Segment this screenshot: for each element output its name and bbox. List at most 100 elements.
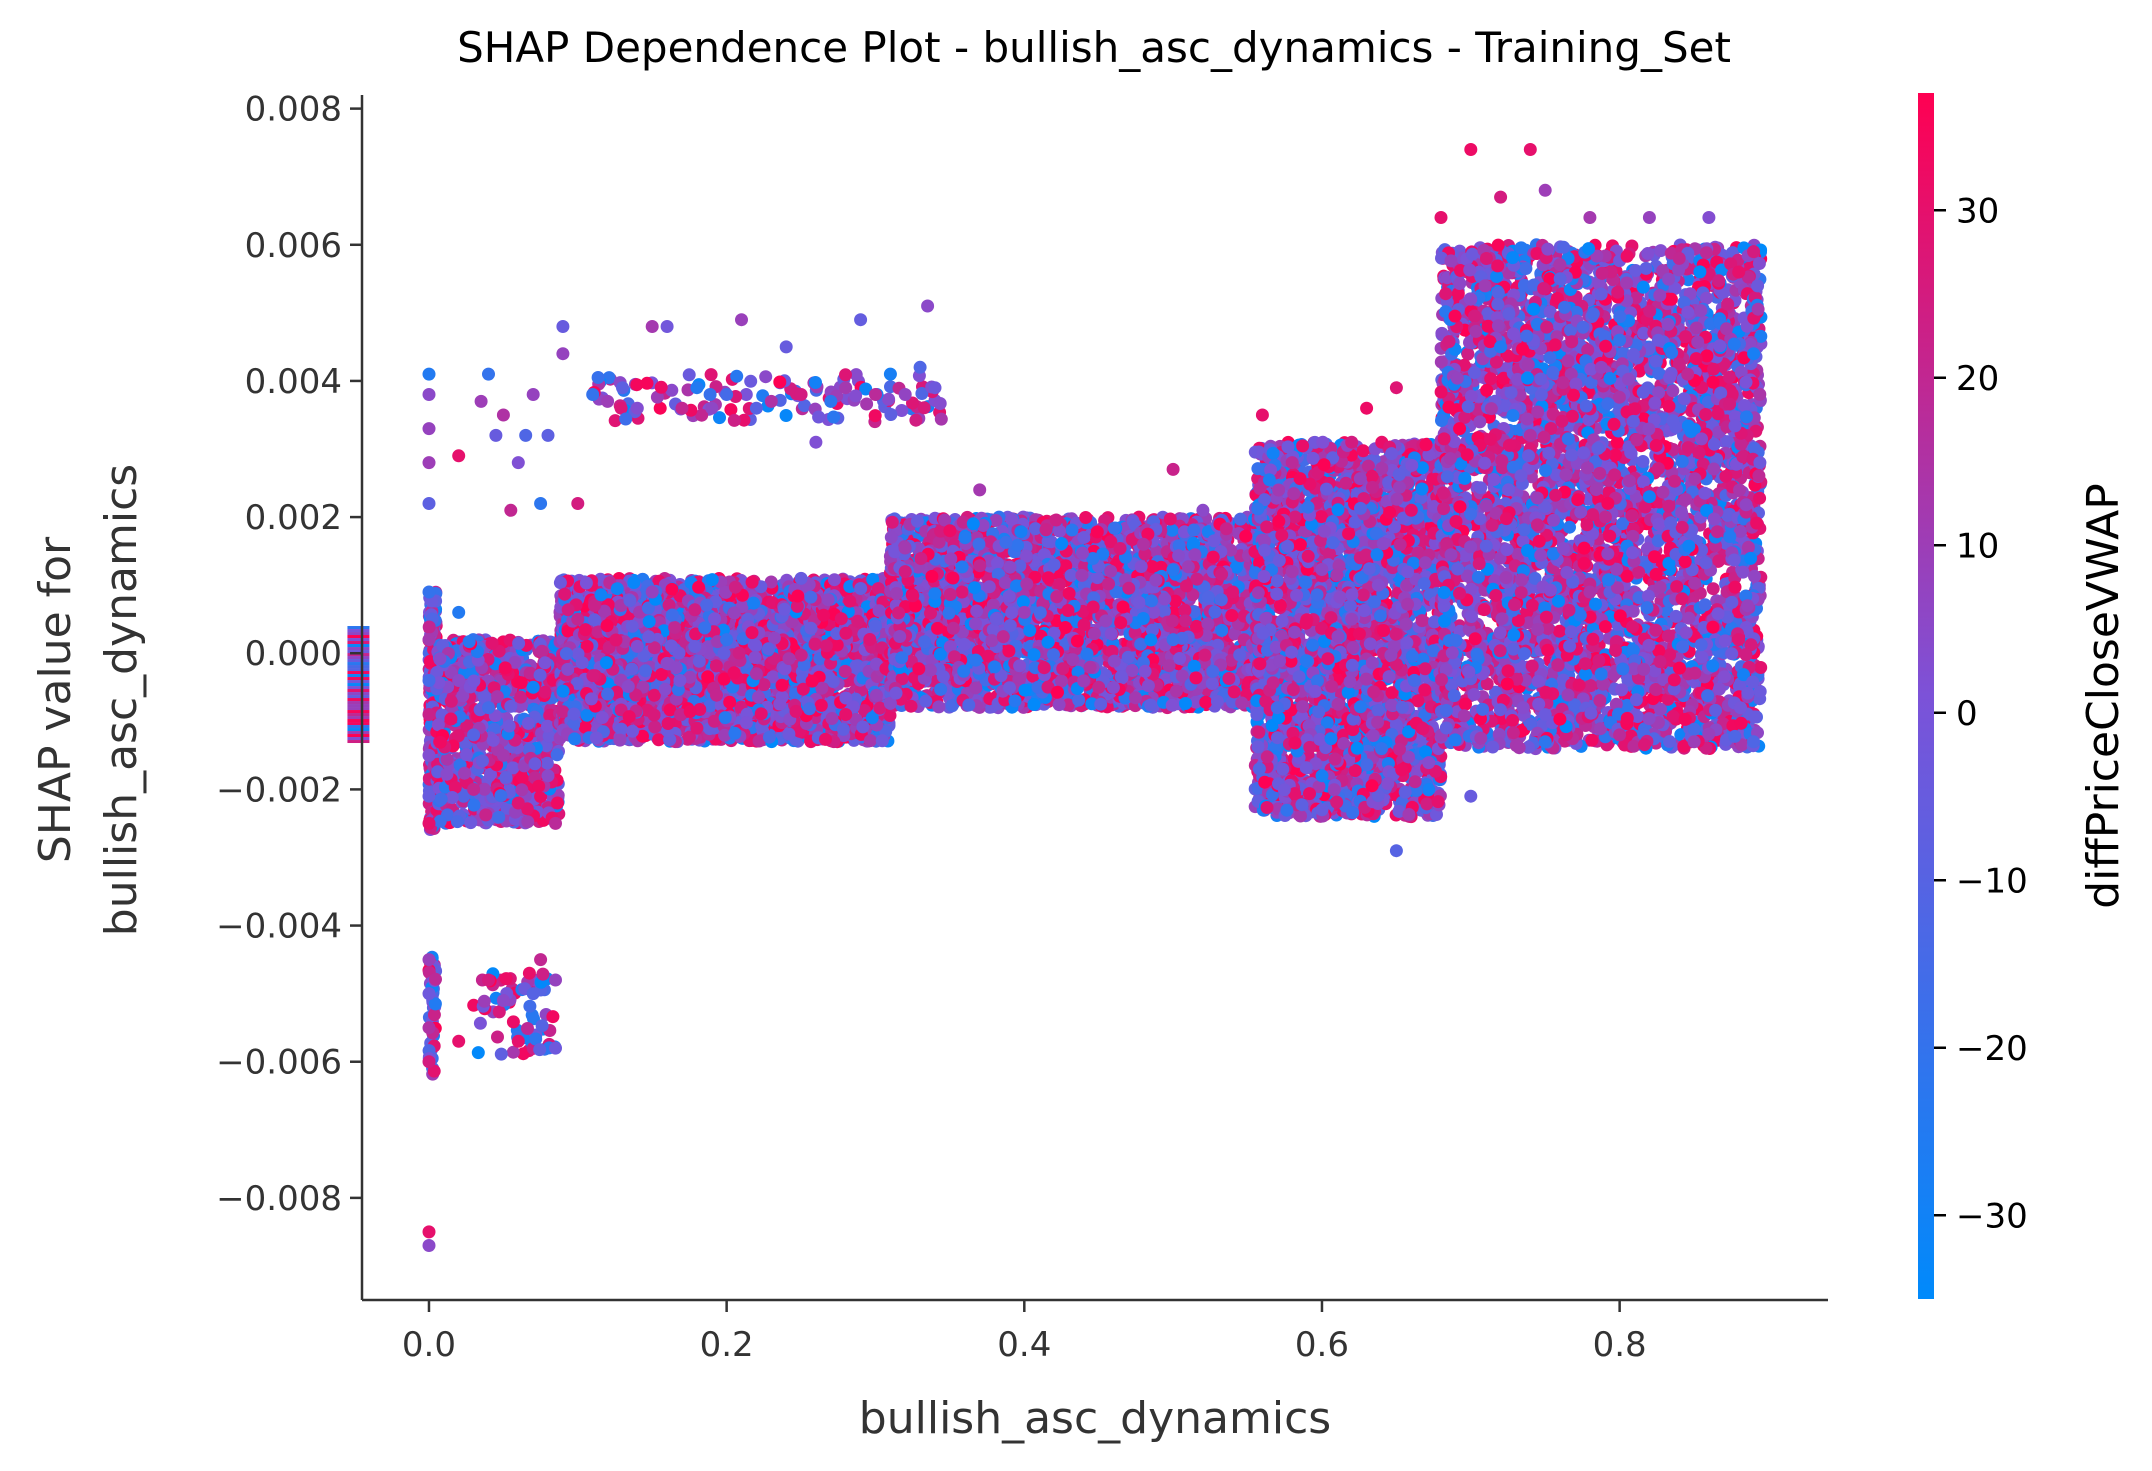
missing-band-strip bbox=[347, 713, 370, 717]
scatter-point bbox=[498, 661, 512, 675]
scatter-point bbox=[717, 646, 731, 660]
scatter-point bbox=[626, 724, 639, 738]
scatter-point bbox=[669, 661, 683, 675]
scatter-point bbox=[834, 612, 848, 626]
scatter-point bbox=[433, 652, 447, 666]
scatter-point bbox=[610, 582, 624, 596]
scatter-point bbox=[639, 664, 653, 678]
scatter-point bbox=[777, 602, 791, 616]
scatter-point bbox=[709, 659, 723, 673]
scatter-point bbox=[445, 791, 459, 804]
missing-band-strip bbox=[347, 707, 370, 711]
scatter-point bbox=[458, 766, 471, 780]
scatter-point bbox=[431, 718, 445, 732]
scatter-point bbox=[499, 771, 513, 784]
scatter-point bbox=[688, 640, 702, 653]
scatter-point bbox=[514, 676, 528, 690]
missing-band-strip bbox=[347, 650, 370, 654]
missing-band-strip bbox=[347, 659, 370, 663]
scatter-point bbox=[451, 729, 465, 743]
scatter-point bbox=[515, 770, 529, 784]
scatter-point bbox=[863, 633, 877, 646]
scatter-point bbox=[594, 588, 608, 602]
scatter-point bbox=[819, 732, 832, 746]
scatter-points bbox=[422, 143, 1768, 1252]
scatter-point bbox=[821, 593, 835, 607]
missing-band-strip bbox=[347, 701, 370, 705]
scatter-point bbox=[433, 735, 447, 749]
scatter-point bbox=[584, 692, 598, 706]
scatter-point bbox=[538, 685, 552, 699]
scatter-point bbox=[782, 652, 796, 666]
scatter-point bbox=[556, 684, 570, 698]
scatter-point bbox=[492, 810, 506, 824]
scatter-point bbox=[502, 719, 516, 733]
scatter-point bbox=[621, 680, 635, 693]
scatter-point bbox=[728, 580, 742, 594]
scatter-point bbox=[625, 662, 639, 676]
scatter-point bbox=[559, 647, 573, 661]
scatter-point bbox=[701, 670, 715, 684]
scatter-point bbox=[700, 598, 714, 612]
scatter-point bbox=[433, 814, 447, 828]
scatter-point bbox=[541, 719, 554, 733]
scatter-point bbox=[854, 582, 868, 595]
plot-area bbox=[347, 143, 1768, 1252]
missing-band-strip bbox=[347, 683, 370, 687]
scatter-point bbox=[623, 594, 637, 608]
missing-band-strip bbox=[347, 680, 370, 684]
missing-band-strip bbox=[347, 656, 370, 660]
scatter-point bbox=[506, 761, 520, 775]
scatter-point bbox=[514, 690, 528, 704]
scatter-point bbox=[647, 708, 661, 722]
scatter-point bbox=[748, 651, 762, 664]
missing-band-strip bbox=[347, 731, 370, 735]
scatter-point bbox=[727, 666, 741, 680]
scatter-point bbox=[467, 674, 481, 688]
scatter-point bbox=[754, 707, 768, 721]
scatter-point bbox=[578, 623, 592, 637]
scatter-point bbox=[535, 644, 549, 658]
scatter-point bbox=[534, 790, 548, 803]
scatter-point bbox=[804, 621, 818, 635]
missing-band-strip bbox=[347, 626, 370, 630]
missing-band-strip bbox=[347, 632, 370, 636]
scatter-point bbox=[875, 734, 889, 748]
scatter-point bbox=[571, 647, 585, 661]
scatter-point bbox=[668, 621, 682, 634]
scatter-point bbox=[728, 726, 742, 740]
scatter-point bbox=[521, 815, 535, 829]
scatter-point bbox=[863, 734, 877, 748]
missing-band-strip bbox=[347, 677, 370, 681]
scatter-point bbox=[708, 612, 722, 626]
scatter-point bbox=[817, 608, 831, 622]
scatter-point bbox=[647, 688, 661, 702]
scatter-point bbox=[561, 603, 575, 617]
scatter-point bbox=[567, 707, 581, 721]
missing-band-strip bbox=[347, 689, 370, 693]
missing-band-strip bbox=[347, 665, 370, 669]
scatter-point bbox=[665, 608, 679, 622]
scatter-point bbox=[710, 688, 723, 702]
scatter-point bbox=[444, 712, 458, 726]
missing-band-strip bbox=[347, 638, 370, 642]
scatter-point bbox=[444, 694, 458, 708]
scatter-point bbox=[490, 690, 504, 704]
scatter-point bbox=[457, 789, 471, 803]
scatter-point bbox=[479, 808, 493, 822]
scatter-point bbox=[627, 576, 641, 589]
scatter-point bbox=[727, 606, 741, 620]
scatter-point bbox=[814, 698, 828, 712]
scatter-point bbox=[642, 630, 656, 644]
scatter-point bbox=[794, 648, 808, 662]
scatter-point bbox=[827, 573, 841, 587]
scatter-point bbox=[440, 767, 454, 781]
missing-band-strip bbox=[347, 653, 370, 657]
scatter-point bbox=[538, 656, 552, 670]
scatter-point bbox=[856, 720, 870, 734]
chart-title: SHAP Dependence Plot - bullish_asc_dynam… bbox=[457, 23, 1731, 72]
scatter-point bbox=[789, 704, 803, 718]
scatter-point bbox=[838, 664, 852, 678]
scatter-point bbox=[512, 636, 526, 650]
